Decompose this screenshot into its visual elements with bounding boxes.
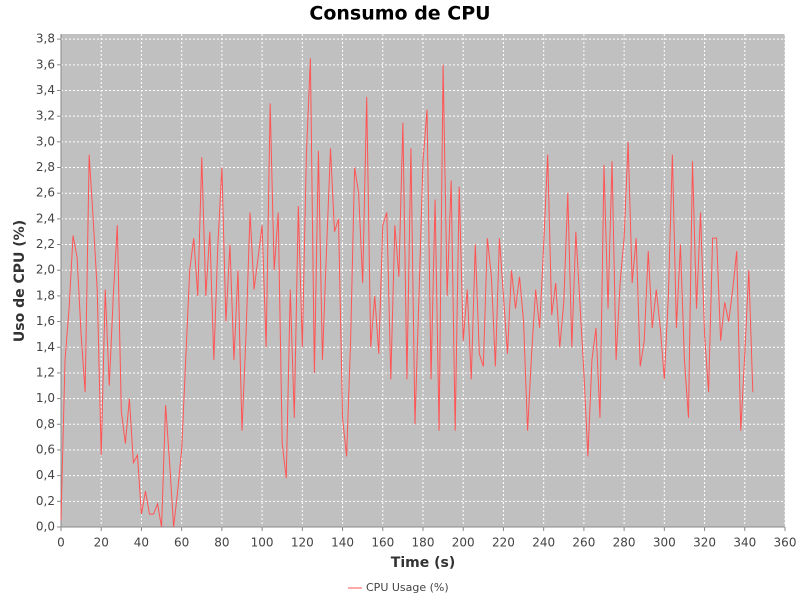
x-tick-label: 240 [532, 536, 555, 550]
x-tick-label: 80 [214, 536, 229, 550]
x-tick-label: 260 [572, 536, 595, 550]
x-tick-label: 200 [452, 536, 475, 550]
x-tick-label: 160 [371, 536, 394, 550]
chart-title: Consumo de CPU [309, 3, 490, 25]
y-tick-label: 1,0 [36, 391, 55, 405]
x-tick-label: 280 [613, 536, 636, 550]
x-axis-label: Time (s) [391, 555, 455, 571]
x-tick-label: 340 [733, 536, 756, 550]
y-tick-label: 2,0 [36, 263, 55, 277]
x-tick-label: 20 [94, 536, 109, 550]
y-tick-label: 2,6 [36, 186, 55, 200]
x-tick-label: 60 [174, 536, 189, 550]
x-tick-label: 100 [251, 536, 274, 550]
y-tick-label: 1,6 [36, 314, 55, 328]
y-tick-label: 1,8 [36, 288, 55, 302]
y-axis-label: Uso de CPU (%) [12, 220, 28, 342]
y-tick-label: 2,8 [36, 160, 55, 174]
y-tick-label: 3,4 [36, 83, 55, 97]
x-tick-label: 180 [412, 536, 435, 550]
x-tick-label: 140 [331, 536, 354, 550]
y-tick-label: 1,4 [36, 340, 55, 354]
x-tick-label: 320 [693, 536, 716, 550]
y-tick-label: 3,6 [36, 57, 55, 71]
x-tick-label: 0 [57, 536, 65, 550]
y-tick-label: 3,8 [36, 32, 55, 46]
y-tick-label: 2,4 [36, 211, 55, 225]
y-tick-label: 3,0 [36, 134, 55, 148]
x-tick-label: 300 [653, 536, 676, 550]
x-tick-label: 360 [774, 536, 797, 550]
y-tick-label: 3,2 [36, 109, 55, 123]
y-tick-label: 0,0 [36, 520, 55, 534]
y-tick-label: 2,2 [36, 237, 55, 251]
x-tick-label: 220 [492, 536, 515, 550]
data-line [60, 58, 754, 528]
y-tick-label: 0,2 [36, 494, 55, 508]
x-tick-label: 120 [291, 536, 314, 550]
y-tick-label: 0,8 [36, 417, 55, 431]
y-tick-label: 0,4 [36, 468, 55, 482]
y-tick-label: 0,6 [36, 442, 55, 456]
legend-label: CPU Usage (%) [366, 581, 449, 594]
x-tick-label: 40 [134, 536, 149, 550]
y-tick-label: 1,2 [36, 365, 55, 379]
